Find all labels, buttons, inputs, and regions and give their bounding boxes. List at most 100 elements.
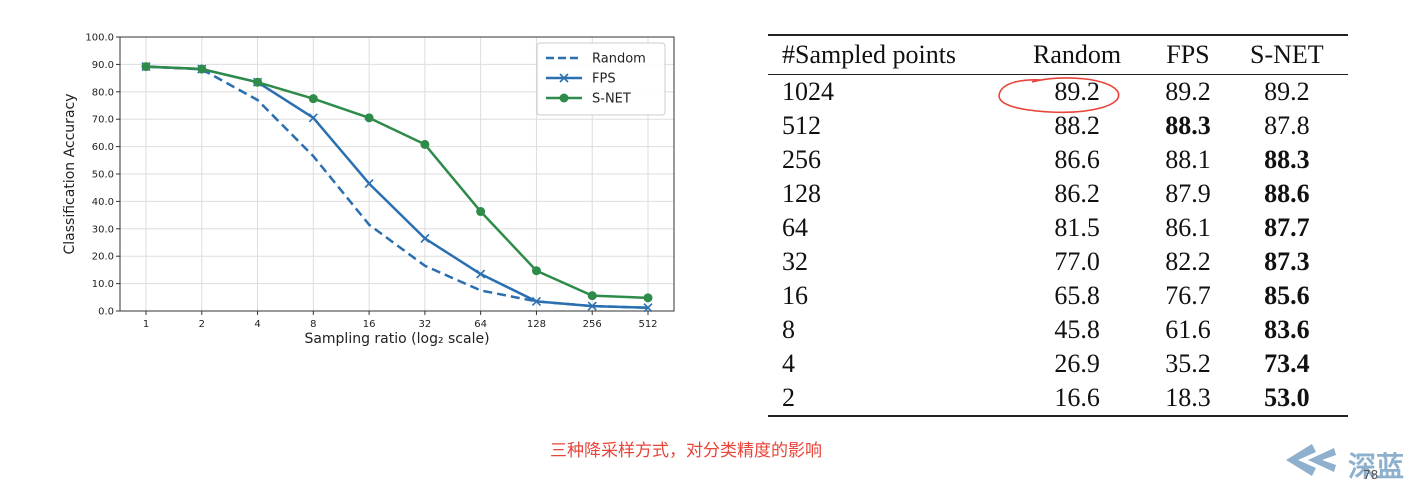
table-cell: 83.6	[1264, 315, 1310, 344]
table-header-row: #Sampled points Random FPS S-NET	[768, 35, 1348, 75]
table-cell: 61.6	[1165, 315, 1211, 344]
table-cell: 256	[782, 145, 821, 174]
y-axis-ticks: 0.0 10.0 20.0 30.0 40.0 50.0 60.0 70.0 80.0 90.0 1…	[85, 33, 120, 318]
table-row: 2 16.6 18.3 53.0	[768, 381, 1348, 416]
data-point-fps	[476, 269, 486, 279]
logo-text: 深蓝	[1348, 450, 1404, 483]
results-table: #Sampled points Random FPS S-NET 1024 89.2 89…	[768, 34, 1348, 417]
y-tick-label: 70.0	[92, 115, 114, 126]
table-cell: 1024	[782, 77, 834, 106]
y-tick-label: 90.0	[92, 60, 114, 71]
data-point-s-net	[476, 207, 486, 217]
legend-item-random: Random	[546, 52, 646, 67]
table-cell: 87.3	[1264, 247, 1310, 276]
table-row: 32 77.0 82.2 87.3	[768, 245, 1348, 279]
table-cell: 32	[782, 247, 808, 276]
data-point-s-net	[643, 293, 653, 303]
table-cell: 16.6	[1054, 383, 1100, 412]
data-point-s-net	[141, 62, 151, 72]
y-tick-label: 80.0	[92, 87, 114, 98]
y-tick-label: 60.0	[92, 142, 114, 153]
x-tick-label: 512	[638, 319, 657, 330]
table-cell: 65.8	[1054, 281, 1100, 310]
data-point-s-net	[364, 113, 374, 123]
table-cell: 76.7	[1165, 281, 1211, 310]
table-cell: 16	[782, 281, 808, 310]
data-point-s-net	[253, 77, 263, 87]
table-cell: 88.2	[1054, 111, 1100, 140]
table-cell: 77.0	[1054, 247, 1100, 276]
table-body: 1024 89.2 89.2 89.2 512 88.2 88.3 87.8 256 86.6 88…	[768, 75, 1348, 416]
table-cell: 35.2	[1165, 349, 1211, 378]
x-tick-label: 256	[583, 319, 602, 330]
table-cell: 8	[782, 315, 795, 344]
data-point-fps	[531, 296, 542, 306]
legend-label: FPS	[592, 72, 616, 87]
data-point-fps	[308, 113, 318, 123]
x-tick-label: 2	[199, 319, 205, 330]
y-tick-label: 20.0	[92, 252, 114, 263]
table-cell: 85.6	[1264, 281, 1310, 310]
y-tick-label: 30.0	[92, 224, 114, 235]
table-cell: 2	[782, 383, 795, 412]
table-cell: 26.9	[1054, 349, 1100, 378]
column-header: FPS	[1166, 40, 1210, 69]
table-cell: 81.5	[1054, 213, 1100, 242]
x-axis-label: Sampling ratio (log₂ scale)	[304, 331, 489, 347]
table-cell: 87.7	[1264, 213, 1310, 242]
x-tick-label: 4	[254, 319, 260, 330]
data-point-fps	[420, 233, 430, 243]
y-axis-label: Classification Accuracy	[62, 94, 78, 255]
table-cell: 45.8	[1054, 315, 1100, 344]
figure-caption: 三种降采样方式，对分类精度的影响	[550, 441, 822, 461]
table-row: 1024 89.2 89.2 89.2	[768, 75, 1348, 110]
table-cell: 4	[782, 349, 795, 378]
brand-logo: 深蓝	[1286, 444, 1404, 483]
y-tick-label: 40.0	[92, 197, 114, 208]
table-cell: 18.3	[1165, 383, 1211, 412]
x-tick-label: 16	[363, 319, 376, 330]
table-row: 512 88.2 88.3 87.8	[768, 109, 1348, 143]
data-point-s-net	[197, 64, 207, 74]
x-axis-ticks: 1 2 4 8 16 32 64 128 256 512	[143, 311, 658, 330]
legend-item-s-net: S-NET	[546, 92, 631, 107]
table-cell: 87.9	[1165, 179, 1211, 208]
table-cell: 86.6	[1054, 145, 1100, 174]
table-row: 256 86.6 88.1 88.3	[768, 143, 1348, 177]
x-tick-label: 128	[527, 319, 546, 330]
column-header: S-NET	[1250, 40, 1324, 69]
table-cell: 88.1	[1165, 145, 1211, 174]
column-header: #Sampled points	[782, 40, 957, 69]
table-cell: 53.0	[1264, 383, 1310, 412]
table-row: 128 86.2 87.9 88.6	[768, 177, 1348, 211]
legend-label: Random	[592, 52, 646, 67]
line-chart: 0.0 10.0 20.0 30.0 40.0 50.0 60.0 70.0 80.0 90.0 1…	[62, 33, 675, 347]
table-cell: 88.3	[1264, 145, 1310, 174]
table-cell: 86.2	[1054, 179, 1100, 208]
column-header: Random	[1033, 40, 1122, 69]
plot-frame	[119, 36, 675, 312]
y-tick-label: 50.0	[92, 170, 114, 181]
table-cell: 73.4	[1264, 349, 1310, 378]
table-cell: 89.2	[1264, 77, 1310, 106]
page-number: 78	[1363, 468, 1379, 482]
series-line-s-net	[145, 65, 649, 300]
table-cell: 86.1	[1165, 213, 1211, 242]
data-point-s-net	[308, 94, 318, 104]
table-cell: 89.2	[1165, 77, 1211, 106]
data-point-fps	[587, 301, 597, 311]
x-tick-label: 32	[419, 319, 432, 330]
chevron-logo-icon	[1286, 444, 1336, 476]
table-row: 4 26.9 35.2 73.4	[768, 347, 1348, 381]
x-tick-label: 64	[474, 319, 487, 330]
table-cell: 64	[782, 213, 808, 242]
series-lines	[141, 62, 653, 313]
series-line-random	[145, 65, 649, 309]
legend-label: S-NET	[592, 92, 631, 107]
x-tick-label: 8	[310, 319, 316, 330]
legend-item-fps: FPS	[546, 72, 616, 87]
table-cell: 89.2	[1054, 77, 1100, 106]
y-tick-label: 100.0	[85, 33, 114, 44]
table-row: 8 45.8 61.6 83.6	[768, 313, 1348, 347]
table-cell: 82.2	[1165, 247, 1211, 276]
